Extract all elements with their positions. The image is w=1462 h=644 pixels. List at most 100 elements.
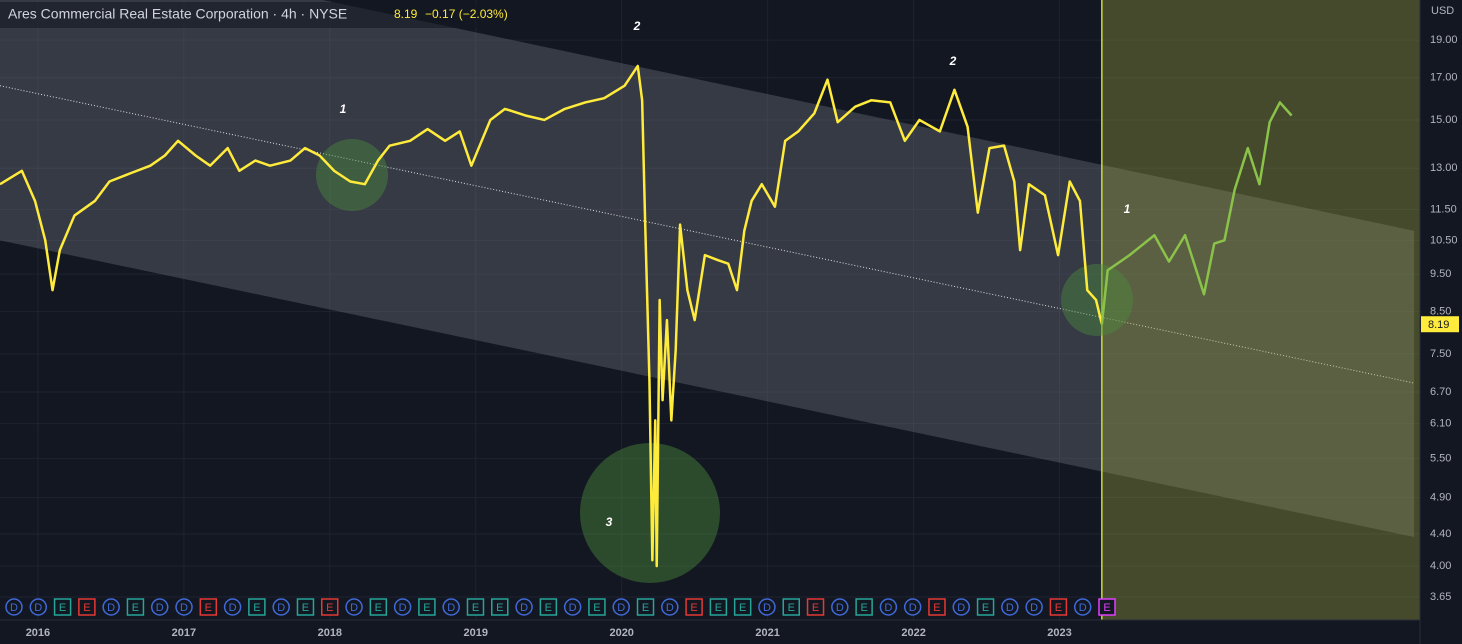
event-label: E — [812, 602, 819, 614]
event-marker — [1025, 598, 1043, 616]
event-marker — [126, 598, 145, 616]
event-label: D — [277, 602, 285, 614]
event-label: D — [447, 602, 455, 614]
axes: 3.65 4.00 4.40 4.90 5.50 6.10 6.70 7.50 8.50 9.50… — [26, 34, 1459, 639]
event-label: E — [83, 602, 90, 614]
event-marker — [321, 598, 339, 616]
event-marker — [369, 598, 388, 616]
event-marker — [1049, 598, 1068, 616]
annotation: 3 — [606, 515, 613, 529]
y-tick-label: 8.50 — [1430, 306, 1451, 318]
event-label: E — [302, 602, 309, 614]
event-marker — [661, 598, 679, 616]
event-label: E — [739, 602, 746, 614]
event-label: E — [472, 602, 479, 614]
event-label: D — [229, 602, 237, 614]
event-label: E — [496, 602, 503, 614]
event-marker — [685, 598, 703, 616]
event-label: E — [326, 602, 333, 614]
y-tick-label: 6.10 — [1430, 418, 1451, 430]
event-marker — [150, 598, 169, 616]
event-marker — [1073, 598, 1092, 616]
event-marker — [879, 598, 898, 616]
event-marker — [442, 598, 460, 616]
event-label: E — [982, 602, 989, 614]
y-tick-label: 4.90 — [1430, 492, 1451, 504]
event-marker — [563, 598, 582, 616]
event-label: D — [156, 602, 164, 614]
event-label: D — [350, 602, 358, 614]
x-tick-label: 2016 — [26, 627, 50, 639]
event-marker — [345, 598, 363, 616]
y-tick-label: 19.00 — [1430, 34, 1458, 46]
y-tick-label: 5.50 — [1430, 453, 1451, 465]
event-label: E — [205, 602, 212, 614]
y-tick-label: 4.40 — [1430, 528, 1451, 540]
event-label: D — [520, 602, 528, 614]
event-marker — [782, 598, 800, 616]
event-marker — [223, 598, 242, 616]
event-label: D — [909, 602, 917, 614]
y-tick-label: 6.70 — [1430, 386, 1451, 398]
annotation: 2 — [633, 19, 641, 33]
event-label: E — [1103, 602, 1110, 614]
currency: USD — [1431, 5, 1454, 17]
event-marker — [758, 598, 776, 616]
event-label: D — [1079, 602, 1087, 614]
event-marker — [952, 598, 971, 616]
event-label: D — [180, 602, 188, 614]
event-label: D — [1030, 602, 1038, 614]
event-marker — [1001, 598, 1019, 616]
plot — [0, 0, 1420, 620]
event-label: E — [1055, 602, 1062, 614]
annotation: 1 — [1124, 202, 1131, 216]
event-marker — [709, 598, 728, 616]
event-label: D — [957, 602, 965, 614]
annotation: 2 — [949, 54, 957, 68]
event-label: D — [836, 602, 844, 614]
event-label: E — [423, 602, 430, 614]
event-label: E — [253, 602, 260, 614]
event-marker — [831, 598, 849, 616]
event-marker — [248, 598, 266, 616]
event-label: E — [860, 602, 867, 614]
event-label: E — [593, 602, 600, 614]
x-tick-label: 2020 — [609, 627, 633, 639]
y-tick-label: 17.00 — [1430, 72, 1458, 84]
event-label: D — [763, 602, 771, 614]
annotation: 1 — [340, 102, 347, 116]
y-tick-label: 3.65 — [1430, 591, 1451, 603]
event-marker — [53, 598, 72, 616]
event-label: E — [933, 602, 940, 614]
event-marker — [393, 598, 412, 616]
event-marker — [612, 598, 630, 616]
event-marker — [272, 598, 290, 616]
event-label: D — [569, 602, 577, 614]
event-marker — [928, 598, 946, 616]
y-tick-label: 11.50 — [1430, 204, 1457, 216]
event-label: E — [642, 602, 649, 614]
event-label: D — [1006, 602, 1014, 614]
x-tick-label: 2023 — [1047, 627, 1071, 639]
event-marker — [199, 598, 218, 616]
projection-zone — [1101, 0, 1420, 620]
event-label: E — [59, 602, 66, 614]
event-label: E — [715, 602, 722, 614]
header-bg — [0, 2, 520, 28]
event-marker — [636, 598, 655, 616]
price-line — [0, 64, 1104, 568]
price-line — [1100, 101, 1293, 325]
x-tick-label: 2021 — [755, 627, 779, 639]
y-tick-label: 15.00 — [1430, 114, 1458, 126]
y-tick-label: 10.50 — [1430, 234, 1458, 246]
event-marker — [102, 598, 120, 616]
channel-fill — [0, 0, 1415, 538]
marks: 1 2 2 3 1 D D E E D E D D E D E D E E D E D E D E E D E D E D E D E E E D E E D… — [0, 19, 1293, 616]
event-marker — [903, 598, 922, 616]
symbol-title: Ares Commercial Real Estate Corporation … — [8, 6, 347, 22]
event-label: D — [34, 602, 42, 614]
event-label: E — [375, 602, 382, 614]
